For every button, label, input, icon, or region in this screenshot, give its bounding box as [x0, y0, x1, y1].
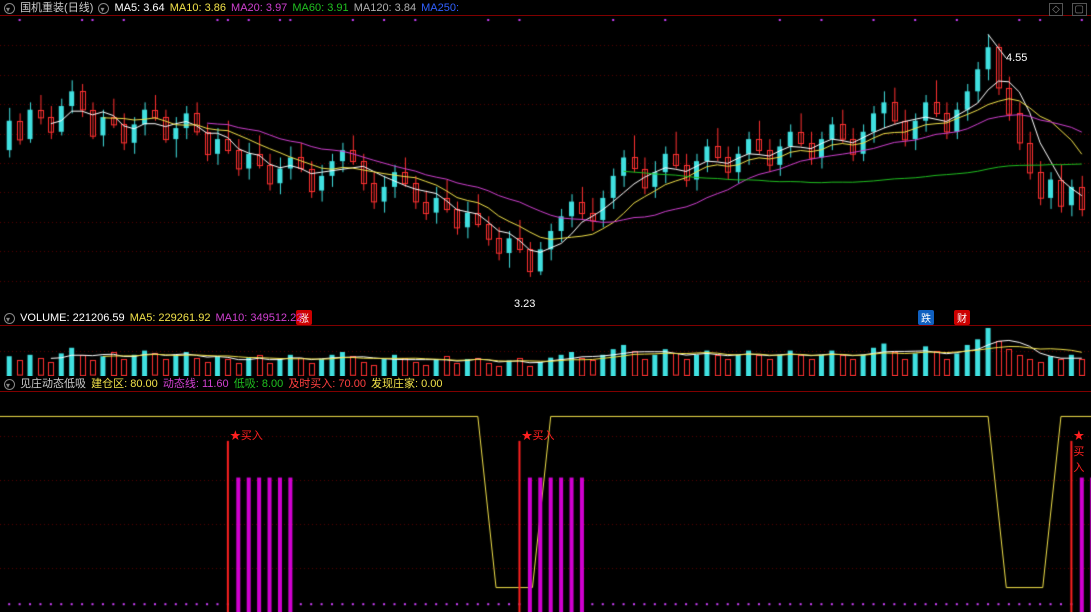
- volume-panel[interactable]: [0, 326, 1091, 376]
- volume-legend: VOLUME: 221206.59 MA5: 229261.92 MA10: 3…: [20, 312, 304, 324]
- stock-title: 国机重装(日线): [20, 2, 93, 14]
- indicator-panel[interactable]: ★买入★买入★买入: [0, 392, 1091, 612]
- ma-legend: MA5: 3.64 MA10: 3.86 MA20: 3.97 MA60: 3.…: [115, 2, 462, 14]
- main-chart-panel[interactable]: 4.553.23涨跌财: [0, 16, 1091, 310]
- main-chart-header: 国机重装(日线) MA5: 3.64 MA10: 3.86 MA20: 3.97…: [0, 0, 1091, 16]
- ind-collapse-icon[interactable]: [4, 379, 15, 390]
- square-icon[interactable]: ▢: [1072, 3, 1087, 16]
- diamond-icon[interactable]: ◇: [1049, 3, 1063, 16]
- indicator-header: 见庄动态低吸 建仓区: 80.00 动态线: 11.60 低吸: 8.00 及时…: [0, 376, 1091, 392]
- volume-header: VOLUME: 221206.59 MA5: 229261.92 MA10: 3…: [0, 310, 1091, 326]
- indicator-legend: 见庄动态低吸 建仓区: 80.00 动态线: 11.60 低吸: 8.00 及时…: [20, 378, 444, 390]
- ma-collapse-icon[interactable]: [98, 3, 109, 14]
- vol-collapse-icon[interactable]: [4, 313, 15, 324]
- collapse-icon[interactable]: [4, 3, 15, 14]
